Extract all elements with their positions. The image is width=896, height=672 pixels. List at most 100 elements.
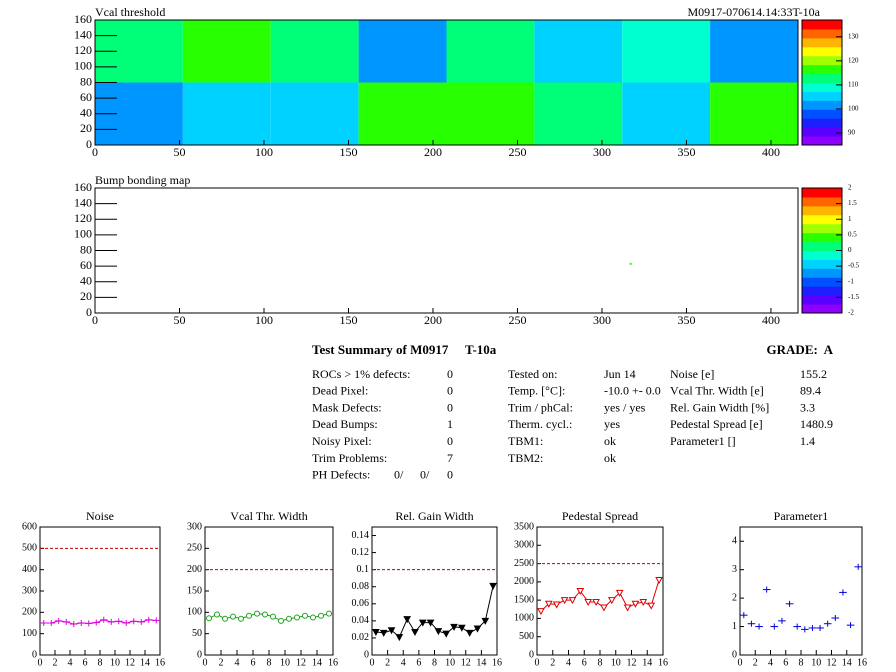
colorbar-cell (802, 286, 842, 296)
colorbar-label: -0.5 (848, 262, 860, 270)
data-point (544, 600, 553, 608)
y-tick-label: 0.02 (352, 632, 370, 643)
y-tick-label: 0.08 (352, 581, 370, 592)
x-tick-label: 2 (550, 657, 555, 668)
x-tick-label: 4 (566, 657, 571, 668)
data-point (294, 614, 300, 621)
x-tick-label: 14 (140, 657, 150, 668)
data-point (839, 589, 847, 596)
heatmap-cell (182, 82, 271, 145)
colorbar-label: 130 (848, 32, 859, 40)
x-tick-label: 14 (642, 657, 652, 668)
y-tick-label: 140 (74, 195, 92, 209)
data-point (762, 586, 771, 593)
data-point (615, 589, 624, 597)
data-point (47, 620, 55, 626)
summary-label: Rel. Gain Width [%] (670, 400, 769, 414)
summary-value: 1.4 (800, 434, 815, 448)
colorbar-cell (802, 127, 842, 137)
summary-label: ROCs > 1% defects: (312, 367, 410, 381)
x-tick-label: 10 (280, 657, 290, 668)
ph-defect-value: 0 (447, 468, 453, 482)
summary-value: 0 (447, 434, 453, 448)
data-point (262, 611, 268, 618)
series-line (208, 613, 330, 622)
x-tick-label: 16 (658, 657, 668, 668)
summary-value: 0 (447, 367, 453, 381)
chart-title: Parameter1 (774, 509, 829, 523)
data-point (584, 598, 593, 607)
heatmap-cell (446, 20, 535, 83)
colorbar-cell (802, 28, 842, 39)
y-tick-label: 0.1 (357, 564, 370, 575)
colorbar-cell (802, 196, 842, 207)
x-tick-label: 150 (339, 145, 357, 159)
y-tick-label: 2000 (514, 576, 534, 587)
x-tick-label: 150 (339, 313, 357, 327)
data-point (785, 600, 794, 607)
y-tick-label: 120 (74, 211, 92, 225)
y-tick-label: 2500 (514, 558, 534, 569)
data-point (70, 621, 78, 628)
y-tick-label: 300 (22, 585, 37, 596)
module-tag: T-10a (465, 342, 497, 357)
x-tick-label: 12 (827, 657, 837, 668)
y-tick-label: 200 (187, 564, 202, 575)
data-point (808, 624, 817, 631)
x-tick-label: 10 (445, 657, 455, 668)
y-tick-label: 160 (74, 12, 92, 26)
summary-value: 7 (447, 451, 453, 465)
summary-value: 3.3 (800, 400, 815, 414)
x-tick-label: 100 (255, 145, 273, 159)
y-tick-label: 1000 (514, 613, 534, 624)
data-point (130, 618, 138, 625)
heatmap-point (629, 262, 632, 265)
y-tick-label: 100 (187, 607, 202, 618)
data-point (92, 619, 100, 626)
colorbar-cell (802, 259, 842, 269)
y-tick-label: 0 (197, 649, 202, 660)
data-point (552, 601, 561, 609)
heatmap-cell (534, 20, 623, 83)
data-point (403, 616, 411, 624)
y-tick-label: 300 (187, 521, 202, 532)
colorbar-cell (802, 109, 842, 119)
series-line (540, 579, 660, 612)
x-tick-label: 100 (255, 313, 273, 327)
x-tick-label: 6 (783, 657, 788, 668)
y-tick-label: 500 (22, 543, 37, 554)
x-tick-label: 250 (508, 313, 526, 327)
plot-frame (371, 526, 498, 656)
data-point (770, 623, 779, 630)
heatmap-cell (358, 82, 447, 145)
data-point (442, 630, 451, 638)
data-point (426, 619, 435, 627)
summary-label: TBM1: (508, 434, 543, 448)
summary-value: 89.4 (800, 384, 821, 398)
y-tick-label: 0.04 (352, 615, 370, 626)
x-tick-label: 16 (857, 657, 867, 668)
y-tick-label: 600 (22, 521, 37, 532)
data-point (145, 616, 153, 623)
data-point (600, 604, 608, 612)
colorbar-cell (802, 268, 842, 278)
colorbar-cell (802, 20, 842, 30)
data-point (372, 628, 380, 637)
x-tick-label: 0 (370, 657, 375, 668)
heatmap-cell (622, 82, 711, 145)
data-point (623, 604, 632, 612)
data-point (560, 597, 569, 605)
data-point (326, 610, 332, 617)
x-tick-label: 16 (155, 657, 165, 668)
summary-label: Therm. cycl.: (508, 417, 572, 431)
data-point (450, 623, 458, 631)
y-tick-label: 140 (74, 27, 92, 41)
x-tick-label: 0 (92, 313, 98, 327)
summary-value: 1480.9 (800, 417, 833, 431)
x-tick-label: 14 (312, 657, 322, 668)
data-point (122, 620, 130, 626)
x-tick-label: 250 (508, 145, 526, 159)
data-point (816, 624, 824, 631)
colorbar-cell (802, 82, 842, 92)
